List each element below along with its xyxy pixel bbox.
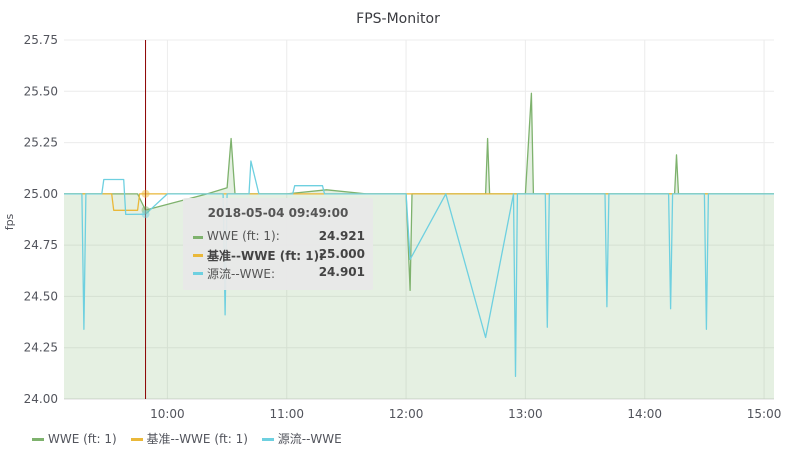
- series-areas: [64, 93, 774, 400]
- y-tick-label: 25.50: [24, 84, 58, 98]
- crosshair-point-1: [141, 189, 150, 198]
- y-tick-label: 25.00: [24, 187, 58, 201]
- legend-label: 源流--WWE: [277, 432, 342, 446]
- crosshair: [141, 40, 150, 399]
- legend-item-baseline[interactable]: 基准--WWE (ft: 1): [130, 430, 248, 447]
- tooltip-series-name: 基准--WWE (ft: 1):: [207, 249, 324, 263]
- x-tick-label: 15:00: [747, 407, 782, 421]
- x-tick-label: 12:00: [389, 407, 424, 421]
- series-lines: [64, 92, 774, 378]
- tooltip-row-source: 源流--WWE: 24.901: [193, 265, 365, 281]
- tooltip-swatch: [193, 272, 203, 275]
- y-tick-label: 25.75: [24, 33, 58, 47]
- y-tick-label: 24.00: [24, 392, 58, 406]
- x-tick-label: 14:00: [627, 407, 662, 421]
- y-axis-label: fps: [3, 213, 16, 230]
- tooltip-series-name: 源流--WWE:: [207, 267, 276, 281]
- tooltip-swatch: [193, 236, 203, 239]
- tooltip-row-baseline: 基准--WWE (ft: 1): 25.000: [193, 247, 365, 263]
- x-tick-label: 11:00: [269, 407, 304, 421]
- x-axis: 10:00 11:00 12:00 13:00 14:00 15:00: [64, 398, 782, 421]
- panel-title[interactable]: FPS-Monitor: [356, 11, 440, 27]
- x-tick-label: 13:00: [508, 407, 543, 421]
- tooltip-row-wwe: WWE (ft: 1): 24.921: [193, 229, 365, 245]
- series-area-0: [64, 93, 774, 400]
- y-tick-label: 24.50: [24, 289, 58, 303]
- legend-swatch: [130, 438, 143, 441]
- tooltip-series-value: 25.000: [318, 247, 365, 261]
- y-tick-label: 25.25: [24, 136, 58, 150]
- crosshair-point-2: [141, 210, 150, 219]
- tooltip-series-name: WWE (ft: 1):: [207, 229, 280, 243]
- legend-swatch: [261, 438, 274, 441]
- y-tick-label: 24.25: [24, 341, 58, 355]
- y-tick-label: 24.75: [24, 238, 58, 252]
- tooltip-swatch: [193, 254, 203, 257]
- legend-label: 基准--WWE (ft: 1): [146, 432, 248, 446]
- series-line-2: [64, 160, 774, 378]
- tooltip-series-value: 24.901: [318, 265, 365, 279]
- x-tick-label: 10:00: [150, 407, 185, 421]
- legend-label: WWE (ft: 1): [48, 432, 117, 446]
- legend: WWE (ft: 1) 基准--WWE (ft: 1) 源流--WWE: [32, 430, 352, 446]
- hover-tooltip: 2018-05-04 09:49:00 WWE (ft: 1): 24.921 …: [183, 198, 373, 290]
- tooltip-time: 2018-05-04 09:49:00: [207, 206, 349, 220]
- legend-item-source[interactable]: 源流--WWE: [261, 430, 342, 447]
- tooltip-series-value: 24.921: [318, 229, 365, 243]
- y-axis: 25.75 25.50 25.25 25.00 24.75 24.50 24.25 24.00: [24, 33, 58, 406]
- legend-item-wwe[interactable]: WWE (ft: 1): [32, 432, 117, 446]
- legend-swatch: [32, 438, 44, 441]
